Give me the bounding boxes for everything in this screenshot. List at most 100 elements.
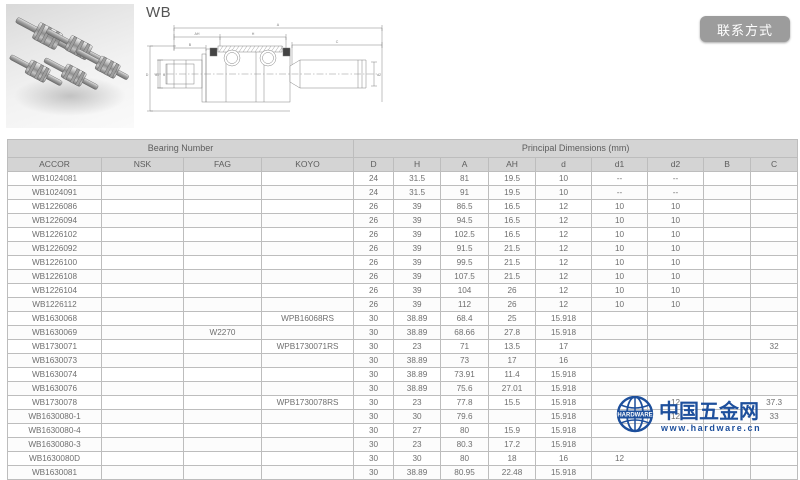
table-row[interactable]: WB1226102 26 39 102.5 16.5 12 10 10 [7,227,799,242]
cell-d1: 10 [591,283,649,298]
contact-button[interactable]: 联系方式 [700,16,790,42]
table-row[interactable]: WB1226112 26 39 112 26 12 10 10 [7,297,799,312]
table-row[interactable]: WB1630080-3 30 23 80.3 17.2 15.918 [7,437,799,452]
cell-accor: WB1630076 [7,381,102,396]
cell-C [750,451,799,466]
cell-accor: WB1226112 [7,297,102,312]
cell-AH: 26 [488,283,537,298]
cell-D: 26 [353,213,395,228]
table-row[interactable]: WB1024081 24 31.5 81 19.5 10 -- -- [7,171,799,186]
cell-A: 81 [440,171,490,186]
cell-C: 37.3 [750,395,799,410]
table-row[interactable]: WB1630074 30 38.89 73.91 11.4 15.918 [7,367,799,382]
table-group-header-row: Bearing Number Principal Dimensions (mm) [6,139,799,158]
cell-koyo [260,199,355,214]
cell-H: 38.89 [393,367,442,382]
table-row[interactable]: WB1226108 26 39 107.5 21.5 12 10 10 [7,269,799,284]
cell-d1 [591,423,649,438]
table-row[interactable]: WB1630073 30 38.89 73 17 16 [7,353,799,368]
cell-d1 [591,325,649,340]
cell-nsk [101,437,184,452]
cell-d2 [647,325,705,340]
cell-D: 26 [353,227,395,242]
cell-accor: WB1630068 [7,311,102,326]
cell-B [703,437,752,452]
cell-d2: 10 [647,199,705,214]
table-row[interactable]: WB1630080-1 30 30 79.6 15.918 12 33 [7,409,799,424]
cell-fag [183,185,262,200]
cell-d: 15.918 [535,437,593,452]
cell-fag [183,353,262,368]
table-row[interactable]: WB1226092 26 39 91.5 21.5 12 10 10 [7,241,799,256]
cell-fag [183,199,262,214]
drawing-label-A: A [277,23,280,27]
cell-H: 39 [393,227,442,242]
cell-B [703,283,752,298]
cell-fag: W2270 [183,325,262,340]
cell-d1: 12 [591,451,649,466]
cell-A: 79.6 [440,409,490,424]
cell-A: 112 [440,297,490,312]
cell-d2: 10 [647,269,705,284]
table-row[interactable]: WB1630076 30 38.89 75.6 27.01 15.918 [7,381,799,396]
table-row[interactable]: WB1226104 26 39 104 26 12 10 10 [7,283,799,298]
cell-C [750,381,799,396]
cell-koyo [260,423,355,438]
cell-C [750,297,799,312]
table-row[interactable]: WB1630081 30 38.89 80.95 22.48 15.918 [7,465,799,480]
table-row[interactable]: WB1024091 24 31.5 91 19.5 10 -- -- [7,185,799,200]
drawing-label-B: B [189,43,192,47]
cell-accor: WB1730071 [7,339,102,354]
cell-d2 [647,311,705,326]
column-header-C: C [750,157,799,172]
cell-D: 24 [353,171,395,186]
cell-nsk [101,353,184,368]
cell-nsk [101,255,184,270]
cell-d2 [647,423,705,438]
cell-d2: 10 [647,283,705,298]
cell-H: 38.89 [393,353,442,368]
cell-d2: 10 [647,241,705,256]
cell-d1 [591,437,649,452]
cell-fag [183,409,262,424]
cell-accor: WB1630074 [7,367,102,382]
column-header-B: B [703,157,752,172]
column-header-H: H [393,157,442,172]
table-row[interactable]: WB1630080-4 30 27 80 15.9 15.918 [7,423,799,438]
cell-d1 [591,381,649,396]
cell-D: 26 [353,269,395,284]
cell-koyo [260,353,355,368]
cell-A: 73.91 [440,367,490,382]
table-row[interactable]: WB1226086 26 39 86.5 16.5 12 10 10 [7,199,799,214]
table-row[interactable]: WB1730071 WPB1730071RS 30 23 71 13.5 17 32 [7,339,799,354]
cell-koyo [260,171,355,186]
column-header-d1: d1 [591,157,649,172]
cell-nsk [101,423,184,438]
table-row[interactable]: WB1226100 26 39 99.5 21.5 12 10 10 [7,255,799,270]
cell-d2 [647,465,705,480]
table-row[interactable]: WB1730078 WPB1730078RS 30 23 77.8 15.5 15.918 1… [7,395,799,410]
cell-AH: 21.5 [488,241,537,256]
cell-fag [183,241,262,256]
cell-C [750,353,799,368]
table-row[interactable]: WB1630080D 30 30 80 18 16 12 [7,451,799,466]
cell-d: 15.918 [535,325,593,340]
cell-AH: 21.5 [488,255,537,270]
cell-d: 12 [535,199,593,214]
cell-AH: 17 [488,353,537,368]
column-header-A: A [440,157,490,172]
table-row[interactable]: WB1226094 26 39 94.5 16.5 12 10 10 [7,213,799,228]
cell-D: 30 [353,437,395,452]
table-row[interactable]: WB1630068 WPB16068RS 30 38.89 68.4 25 15.918 [7,311,799,326]
table-row[interactable]: WB1630069 W2270 30 38.89 68.66 27.8 15.918 [7,325,799,340]
column-header-d: d [535,157,593,172]
cell-koyo [260,381,355,396]
cell-d2: 12 [647,409,705,424]
cell-koyo [260,437,355,452]
cell-B [703,269,752,284]
cell-B [703,241,752,256]
cell-H: 39 [393,297,442,312]
cell-A: 104 [440,283,490,298]
cell-d2: 10 [647,297,705,312]
drawing-label-d2: d2 [377,73,381,77]
